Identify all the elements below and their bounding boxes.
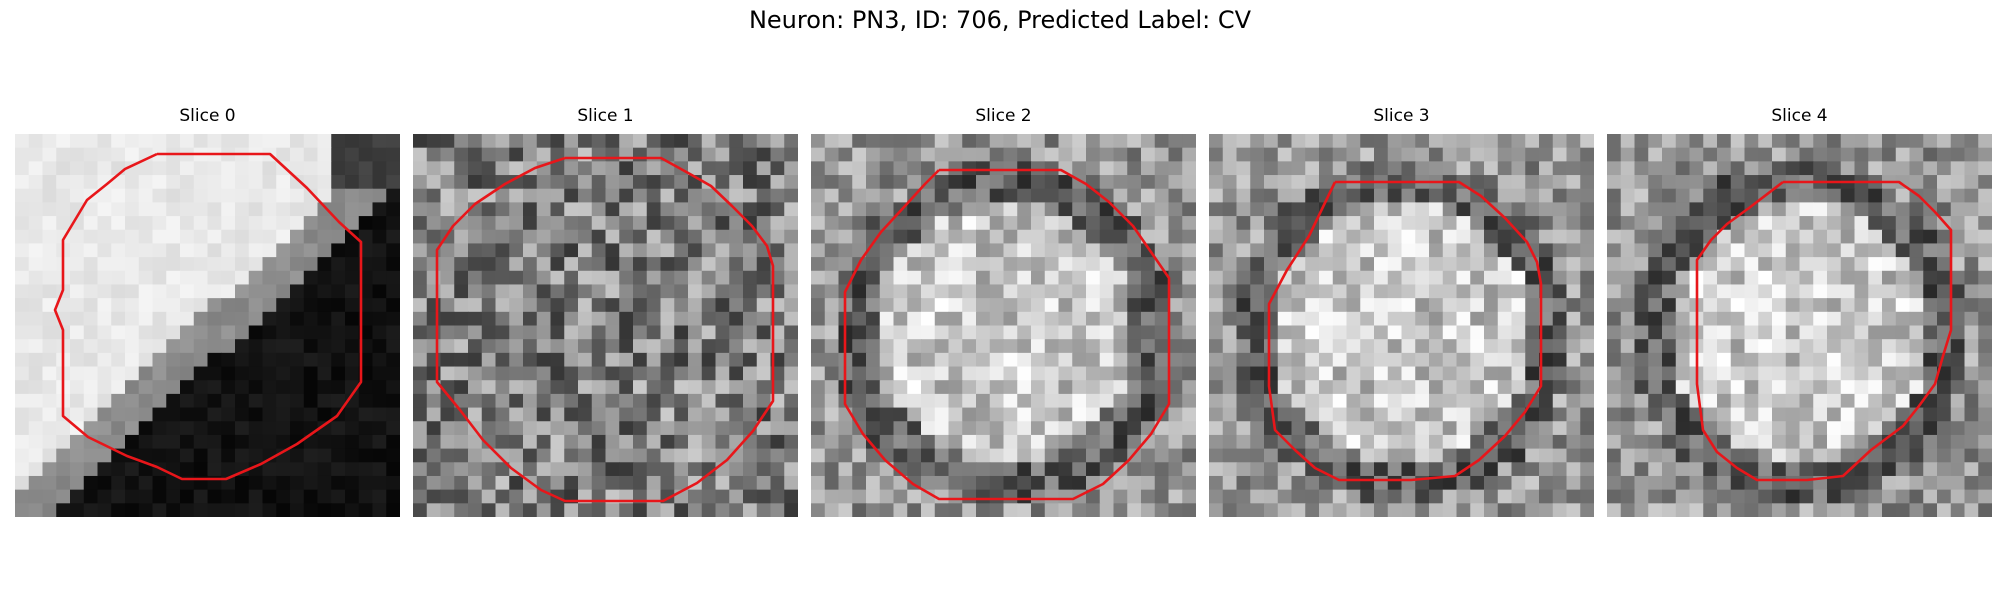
slice-title: Slice 3 <box>1373 106 1430 126</box>
slice-panel: Slice 1 <box>413 106 798 517</box>
slice-panel: Slice 3 <box>1209 106 1594 517</box>
slice-panel: Slice 2 <box>811 106 1196 517</box>
figure-title: Neuron: PN3, ID: 706, Predicted Label: C… <box>748 6 1252 34</box>
slice-image <box>413 134 798 517</box>
slice-panel: Slice 0 <box>15 106 400 517</box>
microscopy-image <box>413 134 798 517</box>
slice-image <box>811 134 1196 517</box>
slice-title: Slice 4 <box>1771 106 1828 126</box>
cell-contour <box>843 168 1171 501</box>
slice-title: Slice 2 <box>975 106 1032 126</box>
slice-title: Slice 1 <box>577 106 634 126</box>
cell-contour <box>435 156 775 503</box>
slice-image <box>15 134 400 517</box>
slice-image <box>1209 134 1594 517</box>
cell-contour <box>1267 180 1543 482</box>
microscopy-image <box>1209 134 1594 517</box>
microscopy-image <box>1607 134 1992 517</box>
slice-panel: Slice 4 <box>1607 106 1992 517</box>
cell-contour <box>1695 180 1953 482</box>
microscopy-image <box>811 134 1196 517</box>
cell-contour <box>53 152 363 481</box>
microscopy-image <box>15 134 400 517</box>
slice-image <box>1607 134 1992 517</box>
slice-title: Slice 0 <box>179 106 236 126</box>
